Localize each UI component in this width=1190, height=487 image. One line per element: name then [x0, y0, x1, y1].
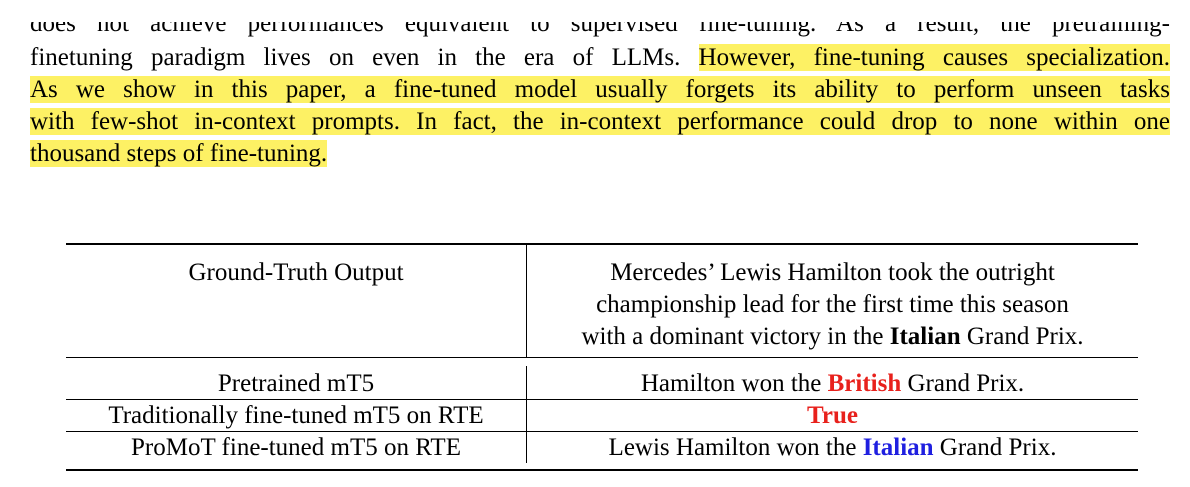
table-header-row: Ground-Truth Output Mercedes’ Lewis Hami…: [66, 245, 1138, 357]
highlighted-text: thousand steps of fine-tuning.: [30, 140, 328, 167]
correct-entity: Italian: [862, 434, 934, 461]
bold-entity: Italian: [889, 323, 961, 350]
row-output: Lewis Hamilton won the Italian Grand Pri…: [526, 432, 1138, 463]
paragraph-line: with few-shot in-context prompts. In fac…: [30, 106, 1170, 138]
row-label: Pretrained mT5: [217, 370, 375, 397]
header-label: Ground-Truth Output: [188, 259, 404, 286]
highlighted-text: As we show in this paper, a fine-tuned m…: [30, 76, 1170, 103]
paragraph-line-cut: does not achieve performances equivalent…: [30, 22, 1170, 37]
ground-truth-output: Mercedes’ Lewis Hamilton took the outrig…: [526, 245, 1138, 357]
table-row: ProMoT fine-tuned mT5 on RTE Lewis Hamil…: [66, 432, 1138, 469]
table-top-rule: [66, 243, 1138, 245]
row-label: Traditionally fine-tuned mT5 on RTE: [108, 402, 484, 429]
wrong-entity: British: [827, 370, 902, 397]
row-output: Hamilton won the British Grand Prix.: [526, 366, 1138, 399]
wrong-entity: True: [807, 402, 858, 429]
table-row: Traditionally fine-tuned mT5 on RTE True: [66, 400, 1138, 431]
paragraph-line: thousand steps of fine-tuning.: [30, 138, 1170, 170]
comparison-table: Ground-Truth Output Mercedes’ Lewis Hami…: [66, 243, 1138, 471]
table-mid-rule: [66, 357, 1138, 358]
row-output: True: [526, 400, 1138, 431]
paragraph-line: As we show in this paper, a fine-tuned m…: [30, 74, 1170, 106]
table-row-rule: [66, 399, 1138, 400]
highlighted-text: with few-shot in-context prompts. In fac…: [30, 108, 1170, 135]
table-bottom-rule: [66, 469, 1138, 471]
table-row-rule: [66, 431, 1138, 432]
body-paragraph: does not achieve performances equivalent…: [30, 22, 1170, 170]
paragraph-line: finetuning paradigm lives on even in the…: [30, 44, 1170, 71]
row-label: ProMoT fine-tuned mT5 on RTE: [131, 434, 461, 461]
highlighted-text: However, fine-tuning causes specializati…: [698, 44, 1170, 71]
table-row: Pretrained mT5 Hamilton won the British …: [66, 358, 1138, 399]
